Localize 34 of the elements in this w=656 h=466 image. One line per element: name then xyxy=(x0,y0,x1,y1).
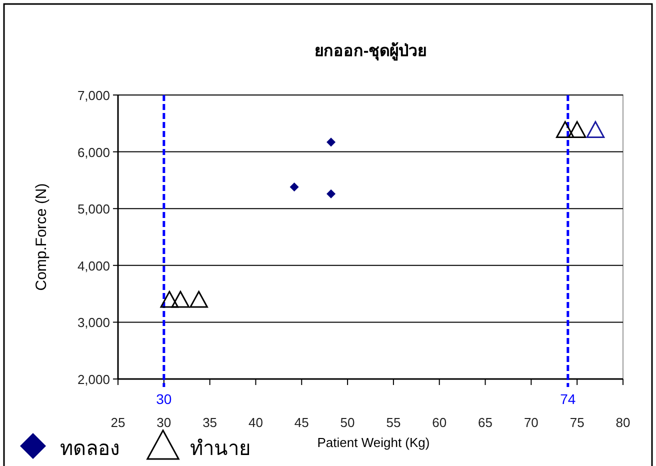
point xyxy=(190,290,208,308)
point xyxy=(568,121,586,138)
legend-label: ทดลอง xyxy=(60,436,120,460)
x-tick-label: 70 xyxy=(524,415,538,430)
x-tick-label: 35 xyxy=(202,415,218,430)
ref-line-label: 30 xyxy=(156,391,172,407)
x-tick-label: 75 xyxy=(570,415,584,430)
y-tick-label: 5,000 xyxy=(77,202,110,217)
x-tick-label: 65 xyxy=(478,415,493,430)
x-tick-label: 30 xyxy=(156,415,172,430)
y-tick-label: 6,000 xyxy=(77,144,110,160)
y-tick-label: 3,000 xyxy=(77,315,110,330)
x-axis-title: Patient Weight (Kg) xyxy=(317,435,430,450)
x-tick-label: 55 xyxy=(386,415,401,430)
point xyxy=(326,138,336,147)
x-tick-label: 60 xyxy=(432,415,447,430)
y-tick-label: 2,000 xyxy=(77,372,110,387)
x-tick-label: 40 xyxy=(248,415,263,430)
y-tick-label: 4,000 xyxy=(77,258,110,274)
legend-label: ทำนาย xyxy=(190,436,251,460)
chart-title: ยกออก-ชุดผู้ป่วย xyxy=(314,42,427,62)
y-axis-title: Comp.Force (N) xyxy=(33,183,50,291)
x-tick-label: 80 xyxy=(616,415,630,430)
y-tick-label: 7,000 xyxy=(77,88,110,103)
point xyxy=(290,182,299,192)
x-tick-label: 50 xyxy=(340,415,355,430)
point xyxy=(171,290,190,308)
point xyxy=(160,290,179,308)
point xyxy=(586,121,605,138)
x-tick-label: 25 xyxy=(110,415,126,430)
point xyxy=(326,189,336,198)
ref-line-label: 74 xyxy=(560,391,576,407)
x-tick-label: 45 xyxy=(294,415,309,430)
point xyxy=(556,121,574,138)
